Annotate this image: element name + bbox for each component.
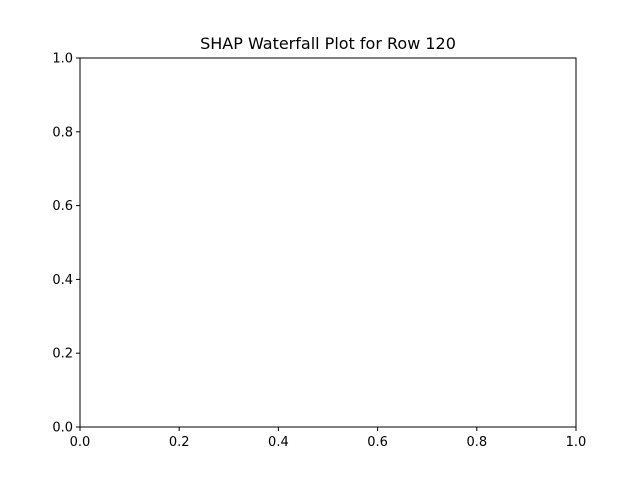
x-tick-label: 0.6: [367, 435, 388, 450]
x-tick-label: 0.0: [70, 435, 91, 450]
y-tick-label: 0.6: [52, 199, 73, 214]
y-tick-label: 0.0: [52, 421, 73, 436]
x-tick-label: 0.4: [268, 435, 289, 450]
y-tick-label: 0.2: [52, 347, 73, 362]
x-axis-ticks: 0.0 0.2 0.4 0.6 0.8 1.0: [70, 427, 587, 450]
chart-title: SHAP Waterfall Plot for Row 120: [200, 34, 456, 53]
x-tick-label: 0.2: [169, 435, 190, 450]
x-tick-label: 0.8: [466, 435, 487, 450]
y-tick-label: 0.4: [52, 273, 73, 288]
plot-area-frame: [79, 57, 577, 428]
y-tick-label: 1.0: [52, 52, 73, 67]
y-axis-ticks: 0.0 0.2 0.4 0.6 0.8 1.0: [52, 52, 80, 436]
y-tick-label: 0.8: [52, 125, 73, 140]
x-tick-label: 1.0: [566, 435, 587, 450]
